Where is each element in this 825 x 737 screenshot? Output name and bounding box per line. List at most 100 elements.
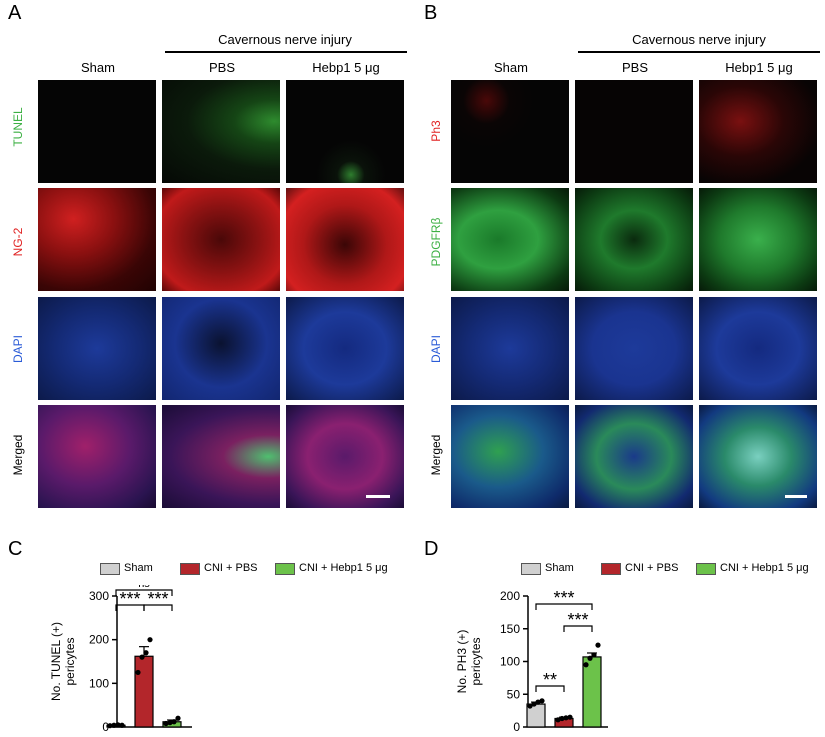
data-point (535, 699, 541, 705)
panel-a-col-hebp1: Hebp1 5 μg (312, 60, 380, 75)
data-point (583, 662, 589, 668)
data-point (115, 722, 121, 728)
panel-d-letter: D (424, 538, 439, 560)
data-point (163, 720, 169, 727)
significance-bracket (535, 603, 593, 610)
data-point (167, 720, 173, 726)
data-point (147, 637, 153, 643)
significance-label: *** (567, 610, 588, 630)
panel-b-merged-hebp1-image (699, 405, 817, 508)
panel-b-group-line (578, 51, 820, 53)
data-point (559, 715, 565, 722)
data-point (139, 654, 145, 660)
y-axis-label-line2: pericytes (63, 637, 77, 685)
panel-a-merged-pbs-image (162, 405, 280, 508)
panel-b-ph3-sham-image (451, 80, 569, 183)
y-tick-label: 300 (89, 589, 109, 603)
panel-a-ng2-hebp1-image (286, 188, 404, 291)
panel-a-row-ng2: NG-2 (11, 227, 25, 257)
y-axis-label: No. TUNEL (+) (49, 622, 63, 701)
panel-b-col-pbs: PBS (621, 60, 648, 75)
panel-a-ng2-pbs-image (162, 188, 280, 291)
panel-a-group-line (165, 51, 407, 53)
data-point (135, 669, 141, 676)
data-point (119, 722, 125, 728)
panel-b-row-pdgfrb: PDGFRβ (429, 217, 443, 267)
panel-c-letter: C (8, 538, 23, 560)
panel-a-col-pbs: PBS (208, 60, 235, 75)
panel-c-legend: Sham CNI + PBS CNI + Hebp1 5 μg (100, 562, 420, 576)
panel-a-row-tunel: TUNEL (11, 107, 25, 147)
data-point (171, 719, 177, 725)
significance-bracket (143, 604, 173, 611)
data-point (143, 650, 149, 656)
data-point (591, 652, 597, 658)
y-tick-label: 0 (513, 720, 520, 734)
data-point (107, 723, 113, 729)
legend-label-cni-pbs: CNI + PBS (204, 562, 258, 574)
panel-b-dapi-hebp1-image (699, 297, 817, 400)
data-point (539, 698, 545, 704)
legend-label-cni-hebp1: CNI + Hebp1 5 μg (299, 562, 388, 574)
panel-a-tunel-pbs-image (162, 80, 280, 183)
panel-a-tunel-sham-image (38, 80, 156, 183)
significance-label: ns (138, 585, 150, 590)
y-tick-label: 0 (102, 720, 109, 734)
y-tick-label: 150 (500, 622, 520, 636)
significance-label: *** (147, 589, 168, 609)
panel-a-scale-bar (366, 495, 390, 498)
panel-a-merged-sham-image (38, 405, 156, 508)
legend-label-sham: Sham (545, 562, 574, 574)
panel-b-scale-bar (785, 495, 807, 498)
bar-1 (134, 655, 154, 728)
data-point (563, 715, 569, 721)
legend-swatch-cni-pbs (180, 563, 200, 575)
significance-bracket (535, 685, 565, 692)
panel-b-dapi-pbs-image (575, 297, 693, 400)
data-point (567, 714, 573, 720)
significance-bracket (115, 589, 173, 596)
data-point (555, 717, 561, 723)
significance-label: *** (119, 589, 140, 609)
legend-swatch-cni-hebp1 (275, 563, 295, 575)
y-axis-label: No. PH3 (+) (455, 630, 469, 694)
panel-a-dapi-pbs-image (162, 297, 280, 400)
tunel-bar-chart: 0 100 200 300 No. TUNEL (+)pericytes *** ***ns (49, 585, 192, 734)
panel-a-tunel-hebp1-image (286, 80, 404, 183)
panel-b-pdgfrb-hebp1-image (699, 188, 817, 291)
panel-a-row-merged: Merged (11, 434, 25, 476)
panel-a-col-sham: Sham (81, 60, 115, 75)
data-point (527, 703, 533, 709)
y-tick-label: 100 (500, 655, 520, 669)
panel-a-group-header: Cavernous nerve injury (218, 32, 352, 47)
panel-d-legend: Sham CNI + PBS CNI + Hebp1 5 μg (521, 562, 821, 576)
y-axis-label-line2: pericytes (469, 637, 483, 685)
significance-label: *** (553, 588, 574, 608)
legend-label-cni-pbs: CNI + PBS (625, 562, 679, 574)
panel-a-dapi-hebp1-image (286, 297, 404, 400)
panel-b-letter: B (424, 2, 438, 24)
panel-b-ph3-hebp1-image (699, 80, 817, 183)
panel-b-ph3-pbs-image (575, 80, 693, 183)
y-tick-label: 50 (507, 687, 521, 701)
y-tick-label: 200 (500, 589, 520, 603)
data-point (587, 655, 593, 661)
panel-b-row-dapi: DAPI (429, 335, 443, 364)
legend-swatch-cni-pbs (601, 563, 621, 575)
significance-bracket (563, 625, 593, 632)
panel-a-dapi-sham-image (38, 297, 156, 400)
panel-b-pdgfrb-pbs-image (575, 188, 693, 291)
panel-a-row-dapi: DAPI (11, 335, 25, 364)
legend-label-sham: Sham (124, 562, 153, 574)
data-point (595, 642, 601, 648)
panel-a-letter: A (8, 2, 22, 24)
panel-b-group-header: Cavernous nerve injury (632, 32, 766, 47)
legend-swatch-sham (521, 563, 541, 575)
legend-swatch-cni-hebp1 (696, 563, 716, 575)
panel-b-col-sham: Sham (494, 60, 528, 75)
data-point (111, 722, 117, 728)
legend-swatch-sham (100, 563, 120, 575)
y-tick-label: 100 (89, 676, 109, 690)
data-point (531, 701, 537, 707)
